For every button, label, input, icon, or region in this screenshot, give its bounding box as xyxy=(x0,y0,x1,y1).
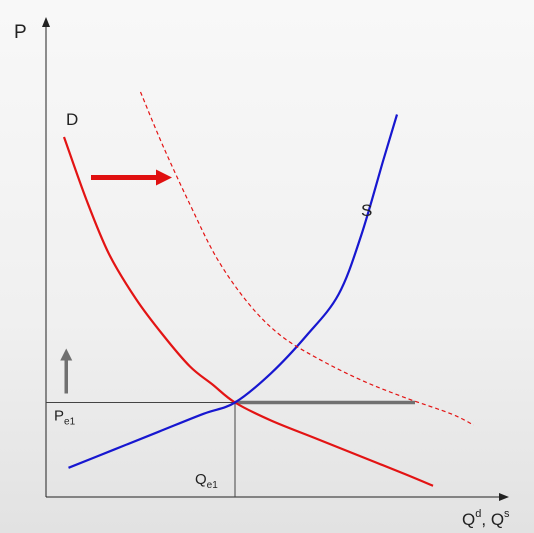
shifted-demand-curve xyxy=(139,91,474,426)
x-axis-label: Qd, Qs xyxy=(462,508,510,529)
price-increase-arrow xyxy=(60,348,73,394)
demand-shift-arrow xyxy=(91,169,172,186)
demand-curve xyxy=(62,136,434,487)
equilibrium-quantity-label: Qe1 xyxy=(195,471,218,491)
supply-curve xyxy=(68,114,399,469)
y-axis-label: P xyxy=(14,22,27,43)
supply-curve-label: S xyxy=(361,201,372,220)
equilibrium-price-label: Pe1 xyxy=(54,408,76,428)
series-layer xyxy=(62,91,474,487)
demand-curve-label: D xyxy=(66,110,78,129)
